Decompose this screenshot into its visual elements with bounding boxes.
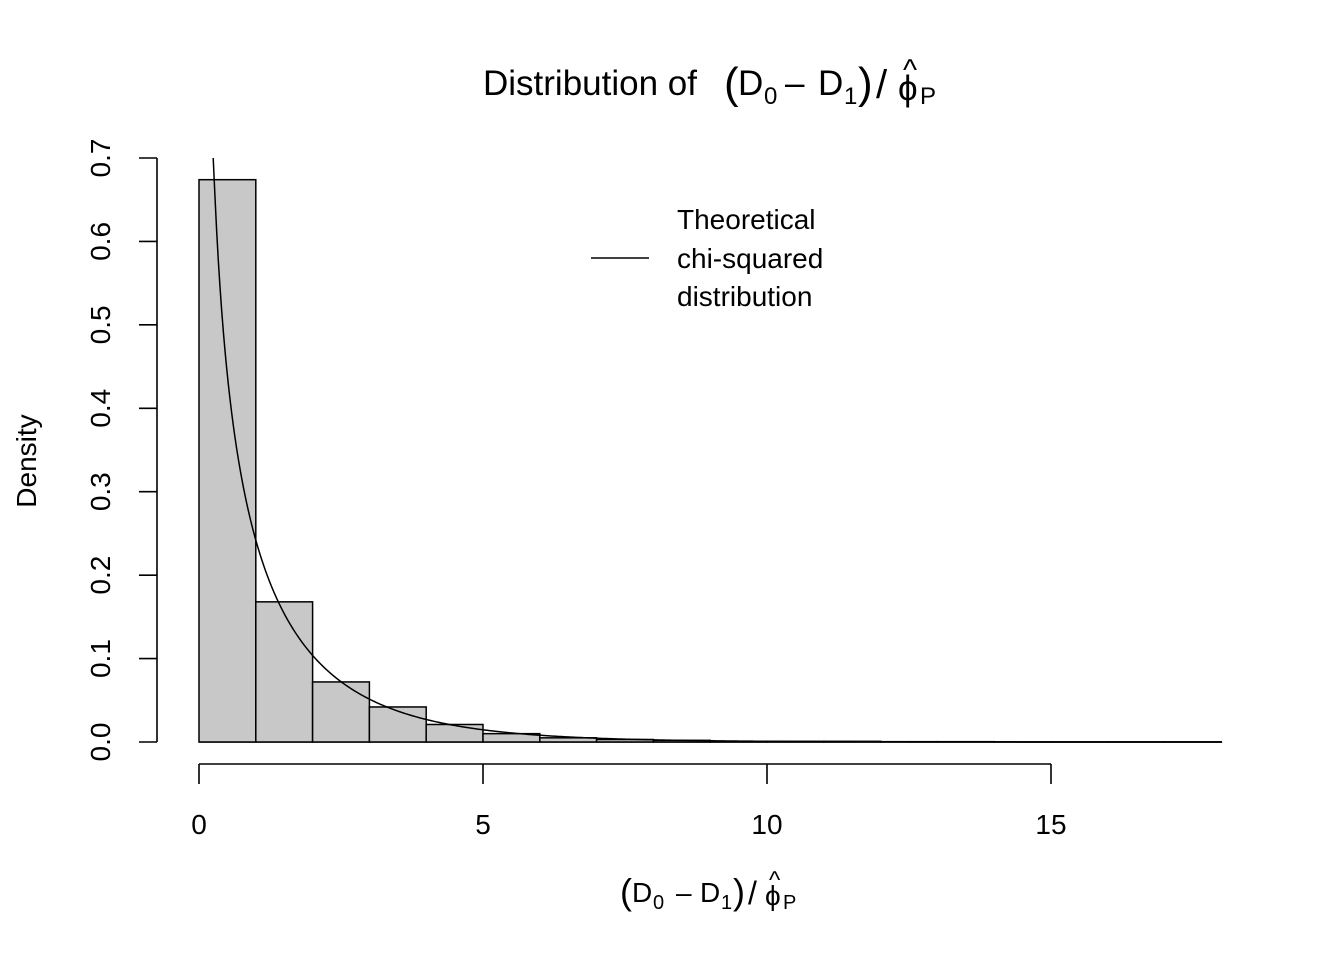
y-tick-label-4: 0.4 (85, 389, 116, 428)
chart-title-d1: D (818, 64, 843, 103)
chart-title-d1-sub: 1 (844, 83, 857, 110)
x-label-close-paren: ) (733, 871, 745, 912)
legend-line-3: distribution (677, 281, 812, 312)
theoretical-chi-squared-curve (212, 157, 1222, 743)
chart-title: Distribution of ( D 0 – D 1 ) / ^ ϕ P (483, 54, 936, 110)
x-label-hat: ^ (769, 867, 781, 894)
x-axis: 0 5 10 15 (191, 763, 1067, 840)
y-tick-label-1: 0.1 (85, 639, 116, 678)
legend: Theoretical chi-squared distribution (591, 204, 823, 312)
histogram-bar-1 (255, 601, 314, 743)
x-label-slash: / (748, 875, 757, 911)
y-tick-label-6: 0.6 (85, 222, 116, 261)
y-tick-label-3: 0.3 (85, 472, 116, 511)
chart-title-open-paren: ( (724, 59, 739, 108)
legend-line-2: chi-squared (677, 243, 823, 274)
x-axis-label: ( D 0 – D 1 ) / ^ ϕ P (620, 867, 796, 914)
histogram-bars (198, 178, 1223, 743)
x-tick-label-0: 0 (191, 809, 207, 840)
y-axis-label: Density (11, 414, 42, 507)
chart-title-d0-sub: 0 (764, 83, 777, 110)
x-label-d1-sub: 1 (721, 892, 732, 914)
chart-title-slash: / (876, 63, 888, 107)
histogram-bar-4 (425, 723, 484, 743)
chart-title-close-paren: ) (858, 59, 873, 108)
x-label-open-paren: ( (620, 871, 632, 912)
histogram-bar-2 (311, 681, 371, 743)
chart-title-minus: – (785, 64, 805, 103)
chart-title-d0: D (738, 64, 763, 103)
x-label-d0: D (632, 877, 652, 908)
x-tick-label-2: 10 (751, 809, 782, 840)
chart-title-hat: ^ (903, 54, 917, 87)
histogram-bar-0 (198, 178, 257, 743)
chart-title-phi-sub: P (920, 83, 936, 110)
y-tick-label-2: 0.2 (85, 556, 116, 595)
y-tick-label-7: 0.7 (85, 139, 116, 178)
x-tick-label-1: 5 (475, 809, 491, 840)
x-label-minus: – (676, 877, 692, 908)
chart-title-prefix: Distribution of (483, 64, 697, 103)
x-label-phi-sub: P (783, 892, 796, 914)
y-tick-label-5: 0.5 (85, 305, 116, 344)
x-label-d1: D (700, 877, 720, 908)
x-label-phi: ϕ (765, 880, 781, 911)
histogram-bar-3 (368, 706, 427, 743)
y-tick-label-0: 0.0 (85, 723, 116, 762)
y-axis: 0.0 0.1 0.2 0.3 0.4 0.5 0.6 0.7 (85, 139, 158, 762)
x-tick-label-3: 15 (1035, 809, 1066, 840)
x-label-d0-sub: 0 (653, 892, 664, 914)
legend-line-1: Theoretical (677, 204, 816, 235)
chart-title-phi: ϕ (898, 69, 918, 108)
